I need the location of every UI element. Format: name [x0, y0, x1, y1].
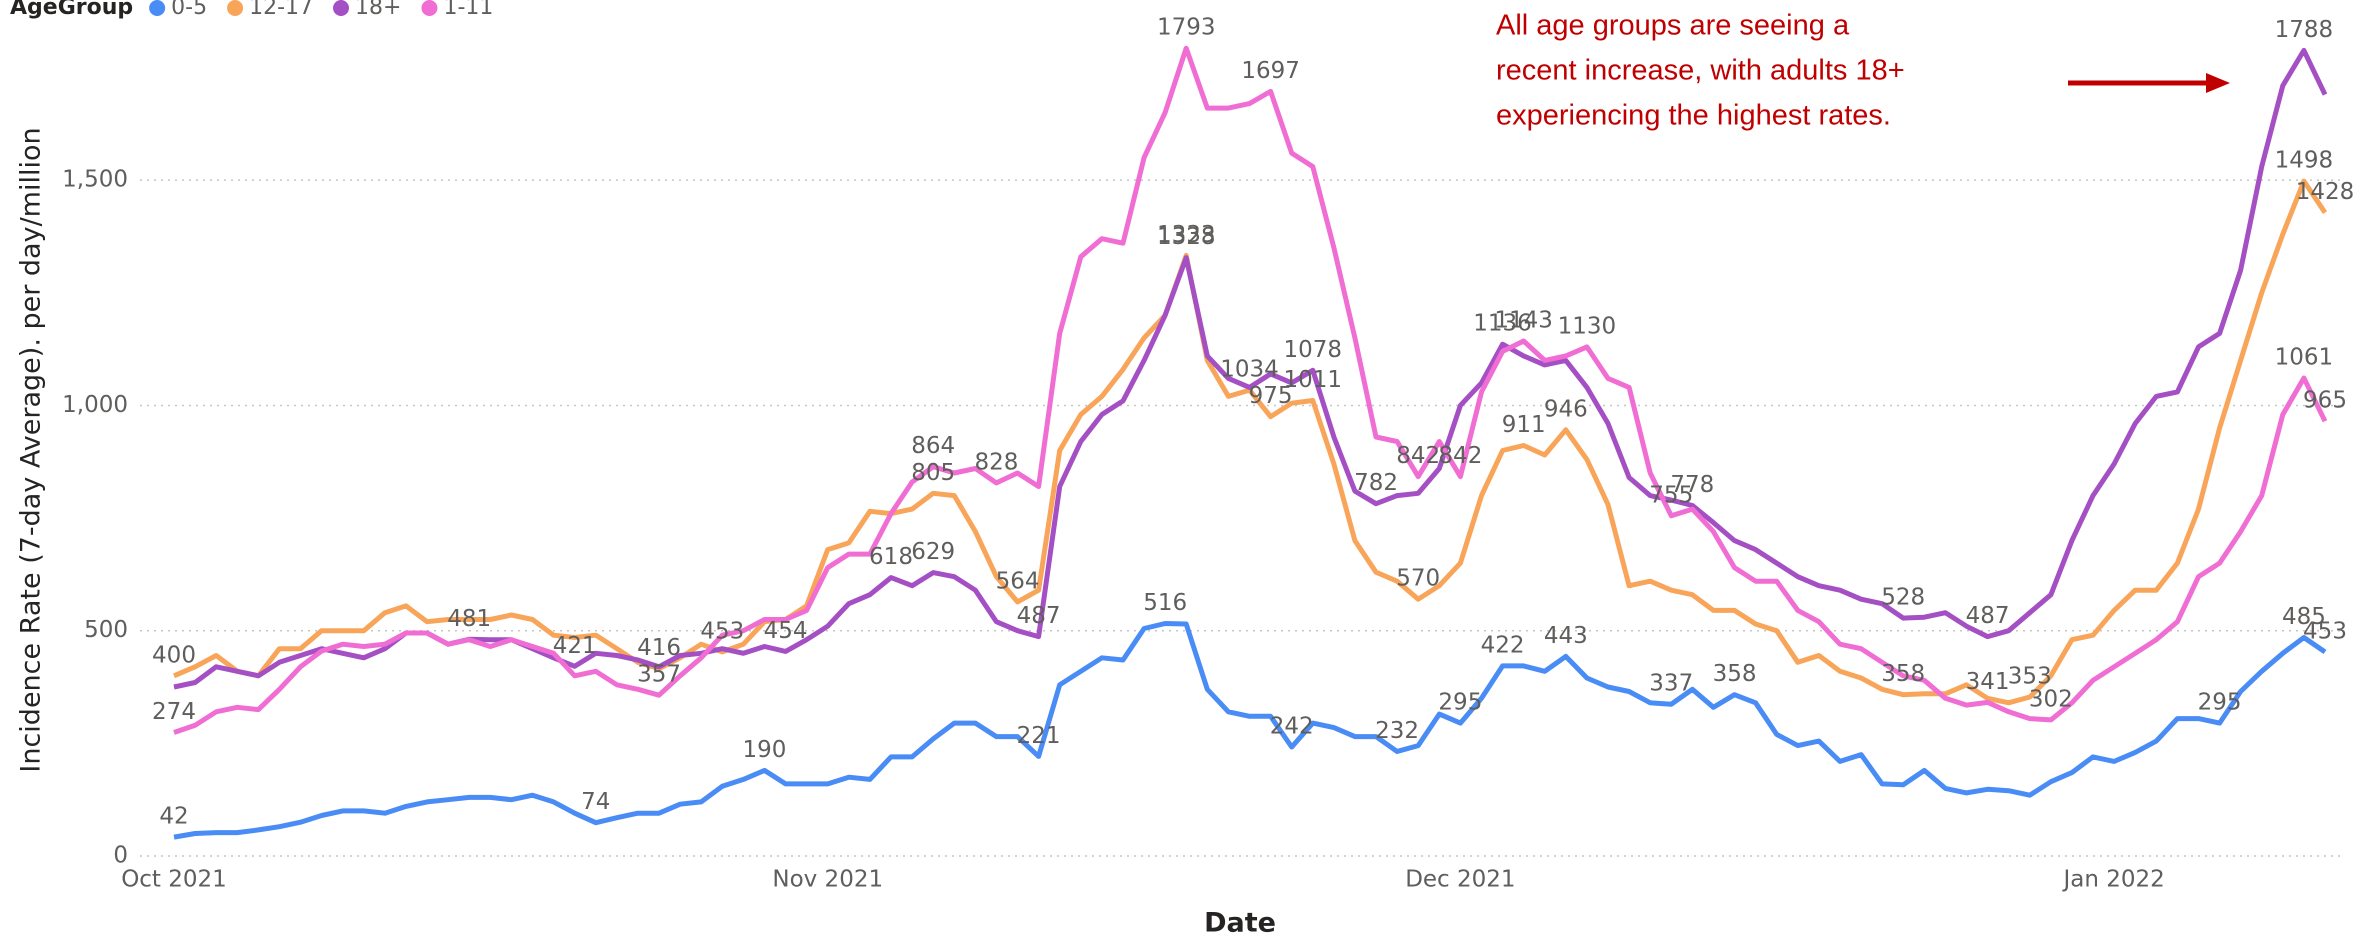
data-label: 1793: [1157, 15, 1216, 41]
data-label: 416: [637, 635, 681, 661]
data-label: 487: [1017, 603, 1061, 629]
x-axis-label: Date: [1204, 908, 1276, 934]
x-tick-label: Oct 2021: [121, 867, 227, 893]
data-label: 487: [1966, 603, 2010, 629]
y-axis-label: Incidence Rate (7-day Average). per day/…: [16, 127, 47, 772]
data-label: 1078: [1283, 337, 1342, 363]
data-label: 353: [2008, 663, 2052, 689]
data-label: 295: [1438, 690, 1482, 716]
data-label: 295: [2198, 690, 2242, 716]
data-label: 782: [1354, 470, 1398, 496]
data-label: 358: [1713, 661, 1757, 687]
data-label: 975: [1249, 383, 1293, 409]
annotation: experiencing the highest rates.: [1496, 100, 1891, 132]
legend-marker: [421, 0, 438, 16]
data-label: 1061: [2275, 344, 2334, 370]
data-label: 400: [152, 642, 196, 668]
legend-label: 0-5: [171, 0, 207, 20]
data-label: 454: [764, 618, 808, 644]
x-tick-label: Nov 2021: [772, 867, 883, 893]
data-label: 1333: [1157, 222, 1216, 248]
data-label: 828: [974, 449, 1018, 475]
legend-marker: [227, 0, 244, 16]
data-label: 755: [1649, 482, 1693, 508]
data-label: 629: [911, 539, 955, 565]
data-label: 946: [1544, 396, 1588, 422]
data-label: 242: [1270, 713, 1314, 739]
data-label: 221: [1017, 723, 1061, 749]
data-label: 302: [2029, 686, 2073, 712]
data-label: 42: [159, 804, 188, 830]
annotation: recent increase, with adults 18+: [1496, 55, 1905, 87]
y-tick-label: 0: [113, 843, 128, 869]
data-label: 1428: [2296, 179, 2355, 205]
data-label: 1498: [2275, 148, 2334, 174]
data-label: 443: [1544, 623, 1588, 649]
y-tick-label: 500: [84, 617, 128, 643]
data-label: 864: [911, 433, 955, 459]
series-line: [173, 178, 2328, 706]
data-label: 570: [1396, 566, 1440, 592]
data-label: 1136: [1473, 311, 1532, 337]
arrow-head: [2206, 73, 2230, 93]
data-label: 965: [2303, 388, 2347, 414]
data-label: 422: [1481, 632, 1525, 658]
data-label: 1034: [1220, 357, 1279, 383]
data-label: 618: [869, 544, 913, 570]
data-label: 341: [1966, 669, 2010, 695]
data-label: 911: [1502, 412, 1546, 438]
legend-marker: [333, 0, 350, 16]
x-tick-label: Dec 2021: [1405, 867, 1515, 893]
y-tick-label: 1,000: [62, 392, 128, 418]
data-label: 421: [553, 633, 597, 659]
data-label: 485: [2282, 604, 2326, 630]
data-label: 528: [1881, 585, 1925, 611]
data-label: 1011: [1283, 367, 1342, 393]
data-label: 453: [2303, 618, 2347, 644]
data-label: 1328: [1157, 224, 1216, 250]
data-label: 778: [1670, 472, 1714, 498]
data-label: 842: [1438, 443, 1482, 469]
data-label: 1788: [2275, 17, 2334, 43]
legend-label: 12-17: [249, 0, 313, 20]
data-label: 481: [447, 606, 491, 632]
data-label: 1130: [1558, 313, 1617, 339]
data-label: 842: [1396, 443, 1440, 469]
data-label: 232: [1375, 718, 1419, 744]
data-label: 453: [700, 618, 744, 644]
y-tick-label: 1,500: [62, 167, 128, 193]
annotation: All age groups are seeing a: [1496, 10, 1850, 42]
data-label: 337: [1649, 671, 1693, 697]
data-label: 805: [911, 460, 955, 486]
data-label: 74: [581, 789, 610, 815]
legend-label: 18+: [355, 0, 401, 20]
data-label: 516: [1143, 590, 1187, 616]
series-line: [173, 621, 2327, 840]
series-line: [173, 45, 2328, 735]
data-label: 1143: [1494, 308, 1553, 334]
x-tick-label: Jan 2022: [2061, 867, 2164, 893]
data-label: 190: [743, 737, 787, 763]
legend-marker: [149, 0, 166, 16]
data-label: 564: [996, 568, 1040, 594]
legend-title: AgeGroup: [10, 0, 133, 20]
legend-label: 1-11: [443, 0, 493, 20]
data-label: 357: [637, 662, 681, 688]
data-label: 274: [152, 699, 196, 725]
data-label: 358: [1881, 661, 1925, 687]
data-label: 1697: [1241, 58, 1300, 84]
